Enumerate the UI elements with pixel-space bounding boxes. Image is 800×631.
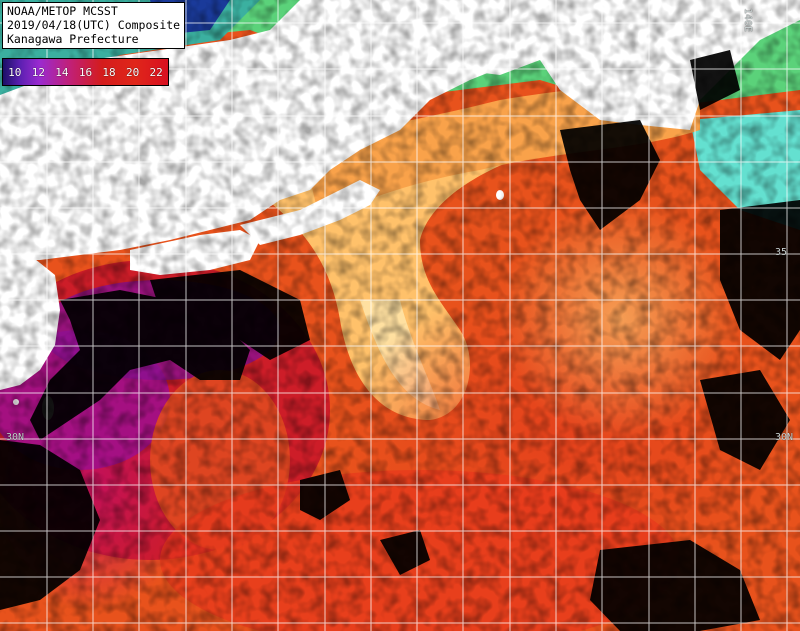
colorbar-tick: 12 xyxy=(31,65,45,79)
colorbar-tick: 16 xyxy=(78,65,93,79)
region-name: Kanagawa Prefecture xyxy=(7,32,139,46)
product-name: NOAA/METOP MCSST xyxy=(7,4,118,18)
colorbar-tick: 10 xyxy=(8,65,22,79)
longitude-label-140e: 140E xyxy=(742,8,753,33)
colorbar-tick: 18 xyxy=(102,65,116,79)
temperature-colorbar: 10 12 14 16 18 20 22 xyxy=(2,58,169,86)
map-title-box: NOAA/METOP MCSST 2019/04/18(UTC) Composi… xyxy=(2,2,186,49)
date-line: 2019/04/18(UTC) Composite xyxy=(7,18,181,32)
latitude-label-30n-left: 30N xyxy=(6,432,25,443)
colorbar-tick: 22 xyxy=(149,65,163,79)
colorbar-tick: 14 xyxy=(55,65,69,79)
latitude-label-30n-right: 30N xyxy=(775,432,794,443)
latitude-label-35n-right: 35 xyxy=(775,247,788,258)
colorbar-tick: 20 xyxy=(125,65,140,79)
